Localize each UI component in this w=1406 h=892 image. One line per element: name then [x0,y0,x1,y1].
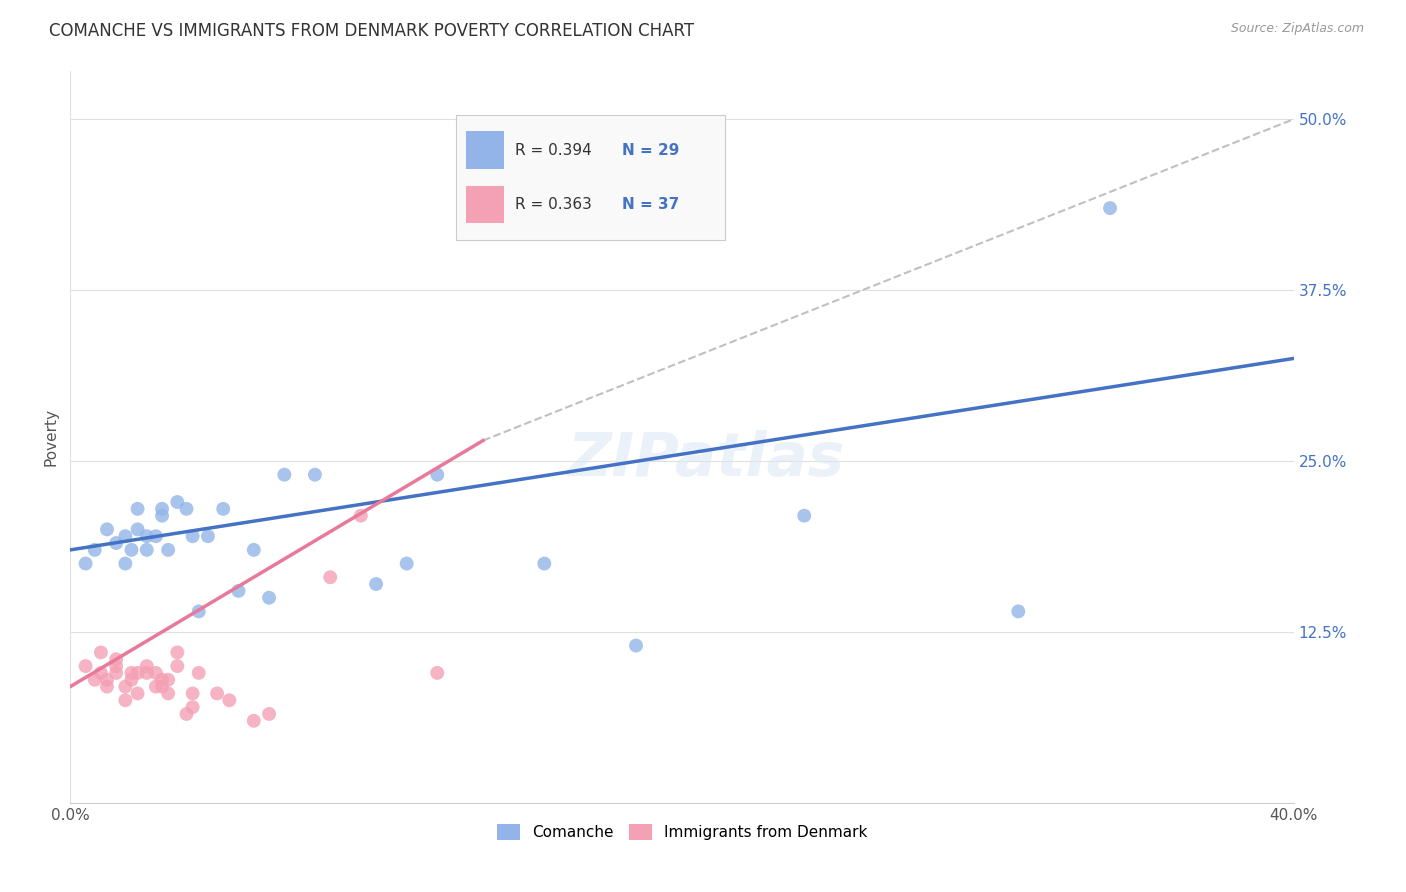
Point [90,645,112,659]
Point [114,680,136,694]
Point [181,686,204,700]
Point [793,508,815,523]
Text: Source: ZipAtlas.com: Source: ZipAtlas.com [1230,22,1364,36]
Point [150,501,173,516]
Point [121,665,143,680]
Point [75,659,97,673]
Y-axis label: Poverty: Poverty [44,408,59,467]
Point [96,522,118,536]
Legend: Comanche, Immigrants from Denmark: Comanche, Immigrants from Denmark [491,818,873,847]
Point [273,467,295,482]
Point [127,522,149,536]
Point [624,201,647,215]
Point [127,501,149,516]
Point [218,693,240,707]
Point [75,557,97,571]
Point [212,501,235,516]
Point [105,652,128,666]
Point [135,659,157,673]
Point [157,673,180,687]
Point [243,714,266,728]
Point [187,604,209,618]
Point [228,583,250,598]
Point [135,529,157,543]
Point [145,529,167,543]
Point [533,557,555,571]
Point [114,557,136,571]
Point [319,570,342,584]
Point [426,467,449,482]
Point [624,639,647,653]
Point [150,673,173,687]
Point [1007,604,1029,618]
Point [395,557,418,571]
Point [121,673,143,687]
Point [121,542,143,557]
Point [181,529,204,543]
Point [205,686,228,700]
Text: ZIPatlas: ZIPatlas [568,430,845,489]
Point [135,665,157,680]
Point [105,665,128,680]
Point [150,508,173,523]
Point [187,665,209,680]
Point [176,501,198,516]
Point [257,706,280,721]
Point [304,467,326,482]
Point [127,665,149,680]
Point [426,665,449,680]
Point [135,542,157,557]
Point [127,686,149,700]
Point [350,508,373,523]
Point [83,673,105,687]
Point [243,542,266,557]
Text: COMANCHE VS IMMIGRANTS FROM DENMARK POVERTY CORRELATION CHART: COMANCHE VS IMMIGRANTS FROM DENMARK POVE… [49,22,695,40]
Point [176,706,198,721]
Point [166,495,188,509]
Point [114,693,136,707]
Point [157,542,180,557]
Point [166,645,188,659]
Point [157,686,180,700]
Point [96,680,118,694]
Point [166,659,188,673]
Point [257,591,280,605]
Point [145,680,167,694]
Point [96,673,118,687]
Point [197,529,219,543]
Point [1099,201,1122,215]
Point [90,665,112,680]
Point [366,577,388,591]
Point [105,659,128,673]
Point [145,665,167,680]
Point [114,529,136,543]
Point [181,700,204,714]
Point [150,680,173,694]
Point [83,542,105,557]
Point [105,536,128,550]
